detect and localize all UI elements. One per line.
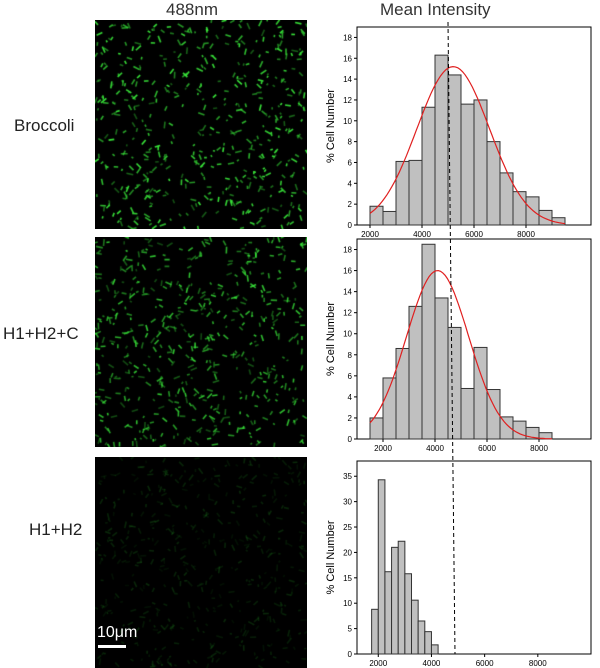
histogram-bar <box>421 106 436 226</box>
y-tick-label: 8 <box>348 351 353 360</box>
column-header-mean-intensity: Mean Intensity <box>380 0 491 19</box>
y-tick-label: 6 <box>348 372 353 381</box>
y-tick-label: 2 <box>348 414 353 423</box>
x-tick-label: 4000 <box>423 659 441 668</box>
gaussian-fit-curve <box>369 65 566 225</box>
histogram-bar <box>512 191 527 226</box>
y-tick-label: 2 <box>348 200 353 209</box>
x-tick-label: 4000 <box>413 230 431 239</box>
x-tick-label: 8000 <box>517 230 535 239</box>
histogram-bar <box>408 159 423 226</box>
y-tick-label: 14 <box>343 288 352 297</box>
y-axis-label: % Cell Number <box>325 302 337 376</box>
y-tick-label: 10 <box>343 330 352 339</box>
microscopy-image-h1-h2 <box>95 457 307 668</box>
x-tick-label: 4000 <box>426 444 444 453</box>
microscopy-image-broccoli <box>95 20 307 229</box>
y-tick-label: 4 <box>348 179 353 188</box>
y-tick-label: 14 <box>343 75 352 84</box>
y-tick-label: 6 <box>348 158 353 167</box>
y-tick-label: 20 <box>343 548 352 557</box>
x-tick-label: 6000 <box>476 659 494 668</box>
histogram-3: 0 5 10 15 20 25 30 35 2000 4000 6000 8000 % Cell Num… <box>325 460 592 668</box>
x-tick-label: 6000 <box>478 444 496 453</box>
histogram-bar <box>434 297 449 440</box>
y-tick-label: 25 <box>343 523 352 532</box>
y-axis-label: % Cell Number <box>325 520 337 594</box>
row-label-h1-h2-c: H1+H2+C <box>3 324 79 343</box>
y-tick-label: 8 <box>348 138 353 147</box>
histogram-bar <box>486 141 501 226</box>
histogram-bar <box>473 99 488 226</box>
histogram-bar <box>447 74 462 226</box>
histogram-bar <box>460 103 475 226</box>
histogram-bar <box>411 599 419 655</box>
histogram-bar <box>391 546 399 655</box>
y-tick-label: 12 <box>343 96 352 105</box>
histogram-bar <box>417 620 426 655</box>
x-tick-label: 2000 <box>374 444 392 453</box>
y-tick-label: 10 <box>343 599 352 608</box>
histogram-bar <box>397 540 406 655</box>
y-tick-label: 35 <box>343 472 352 481</box>
histogram-bar <box>377 479 386 655</box>
histogram-bar <box>384 571 393 655</box>
reference-dashed-line <box>447 21 456 655</box>
row-label-h1-h2: H1+H2 <box>29 520 83 539</box>
y-tick-label: 12 <box>343 309 352 318</box>
histogram-bar <box>424 631 432 655</box>
y-axis-label: % Cell Number <box>325 89 337 163</box>
y-tick-label: 16 <box>343 54 352 63</box>
x-tick-label: 6000 <box>465 230 483 239</box>
y-tick-label: 0 <box>348 650 353 659</box>
scale-bar-label: 10μm <box>97 624 138 641</box>
y-tick-label: 5 <box>348 625 353 634</box>
y-tick-label: 30 <box>343 498 352 507</box>
y-tick-label: 0 <box>348 435 353 444</box>
histogram-bar <box>430 644 439 655</box>
y-tick-label: 15 <box>343 574 352 583</box>
histogram-2: 0 2 4 6 8 10 12 14 16 18 2000 4000 6000 8000 % Cell Nu… <box>325 238 592 453</box>
microscopy-image-h1-h2-c <box>95 237 307 447</box>
x-tick-label: 8000 <box>529 659 547 668</box>
y-tick-label: 18 <box>343 33 352 42</box>
histogram-bar <box>408 305 423 440</box>
histogram-bar <box>538 209 553 226</box>
y-tick-label: 16 <box>343 267 352 276</box>
histogram-bar <box>460 387 475 440</box>
gaussian-fit-curve <box>369 269 553 440</box>
x-tick-label: 2000 <box>361 230 379 239</box>
y-tick-label: 4 <box>348 393 353 402</box>
y-tick-label: 10 <box>343 117 352 126</box>
x-tick-label: 8000 <box>530 444 548 453</box>
histogram-bar <box>371 608 379 655</box>
histogram-bar <box>382 210 397 226</box>
y-tick-label: 0 <box>348 221 353 230</box>
histogram-bar <box>421 243 436 440</box>
row-label-broccoli: Broccoli <box>14 116 75 135</box>
histogram-1: 0 2 4 6 8 10 12 14 16 18 2000 4000 6000 8000 % Cell Nu… <box>325 26 592 239</box>
histogram-bar <box>395 160 410 226</box>
histogram-bar <box>512 420 527 440</box>
histogram-bar <box>486 389 501 440</box>
column-header-488nm: 488nm <box>166 0 218 19</box>
x-tick-label: 2000 <box>369 659 387 668</box>
histogram-bar <box>404 573 413 655</box>
histogram-bar <box>447 326 462 440</box>
histogram-bar <box>369 205 384 226</box>
scale-bar <box>98 645 126 648</box>
y-tick-label: 18 <box>343 246 352 255</box>
